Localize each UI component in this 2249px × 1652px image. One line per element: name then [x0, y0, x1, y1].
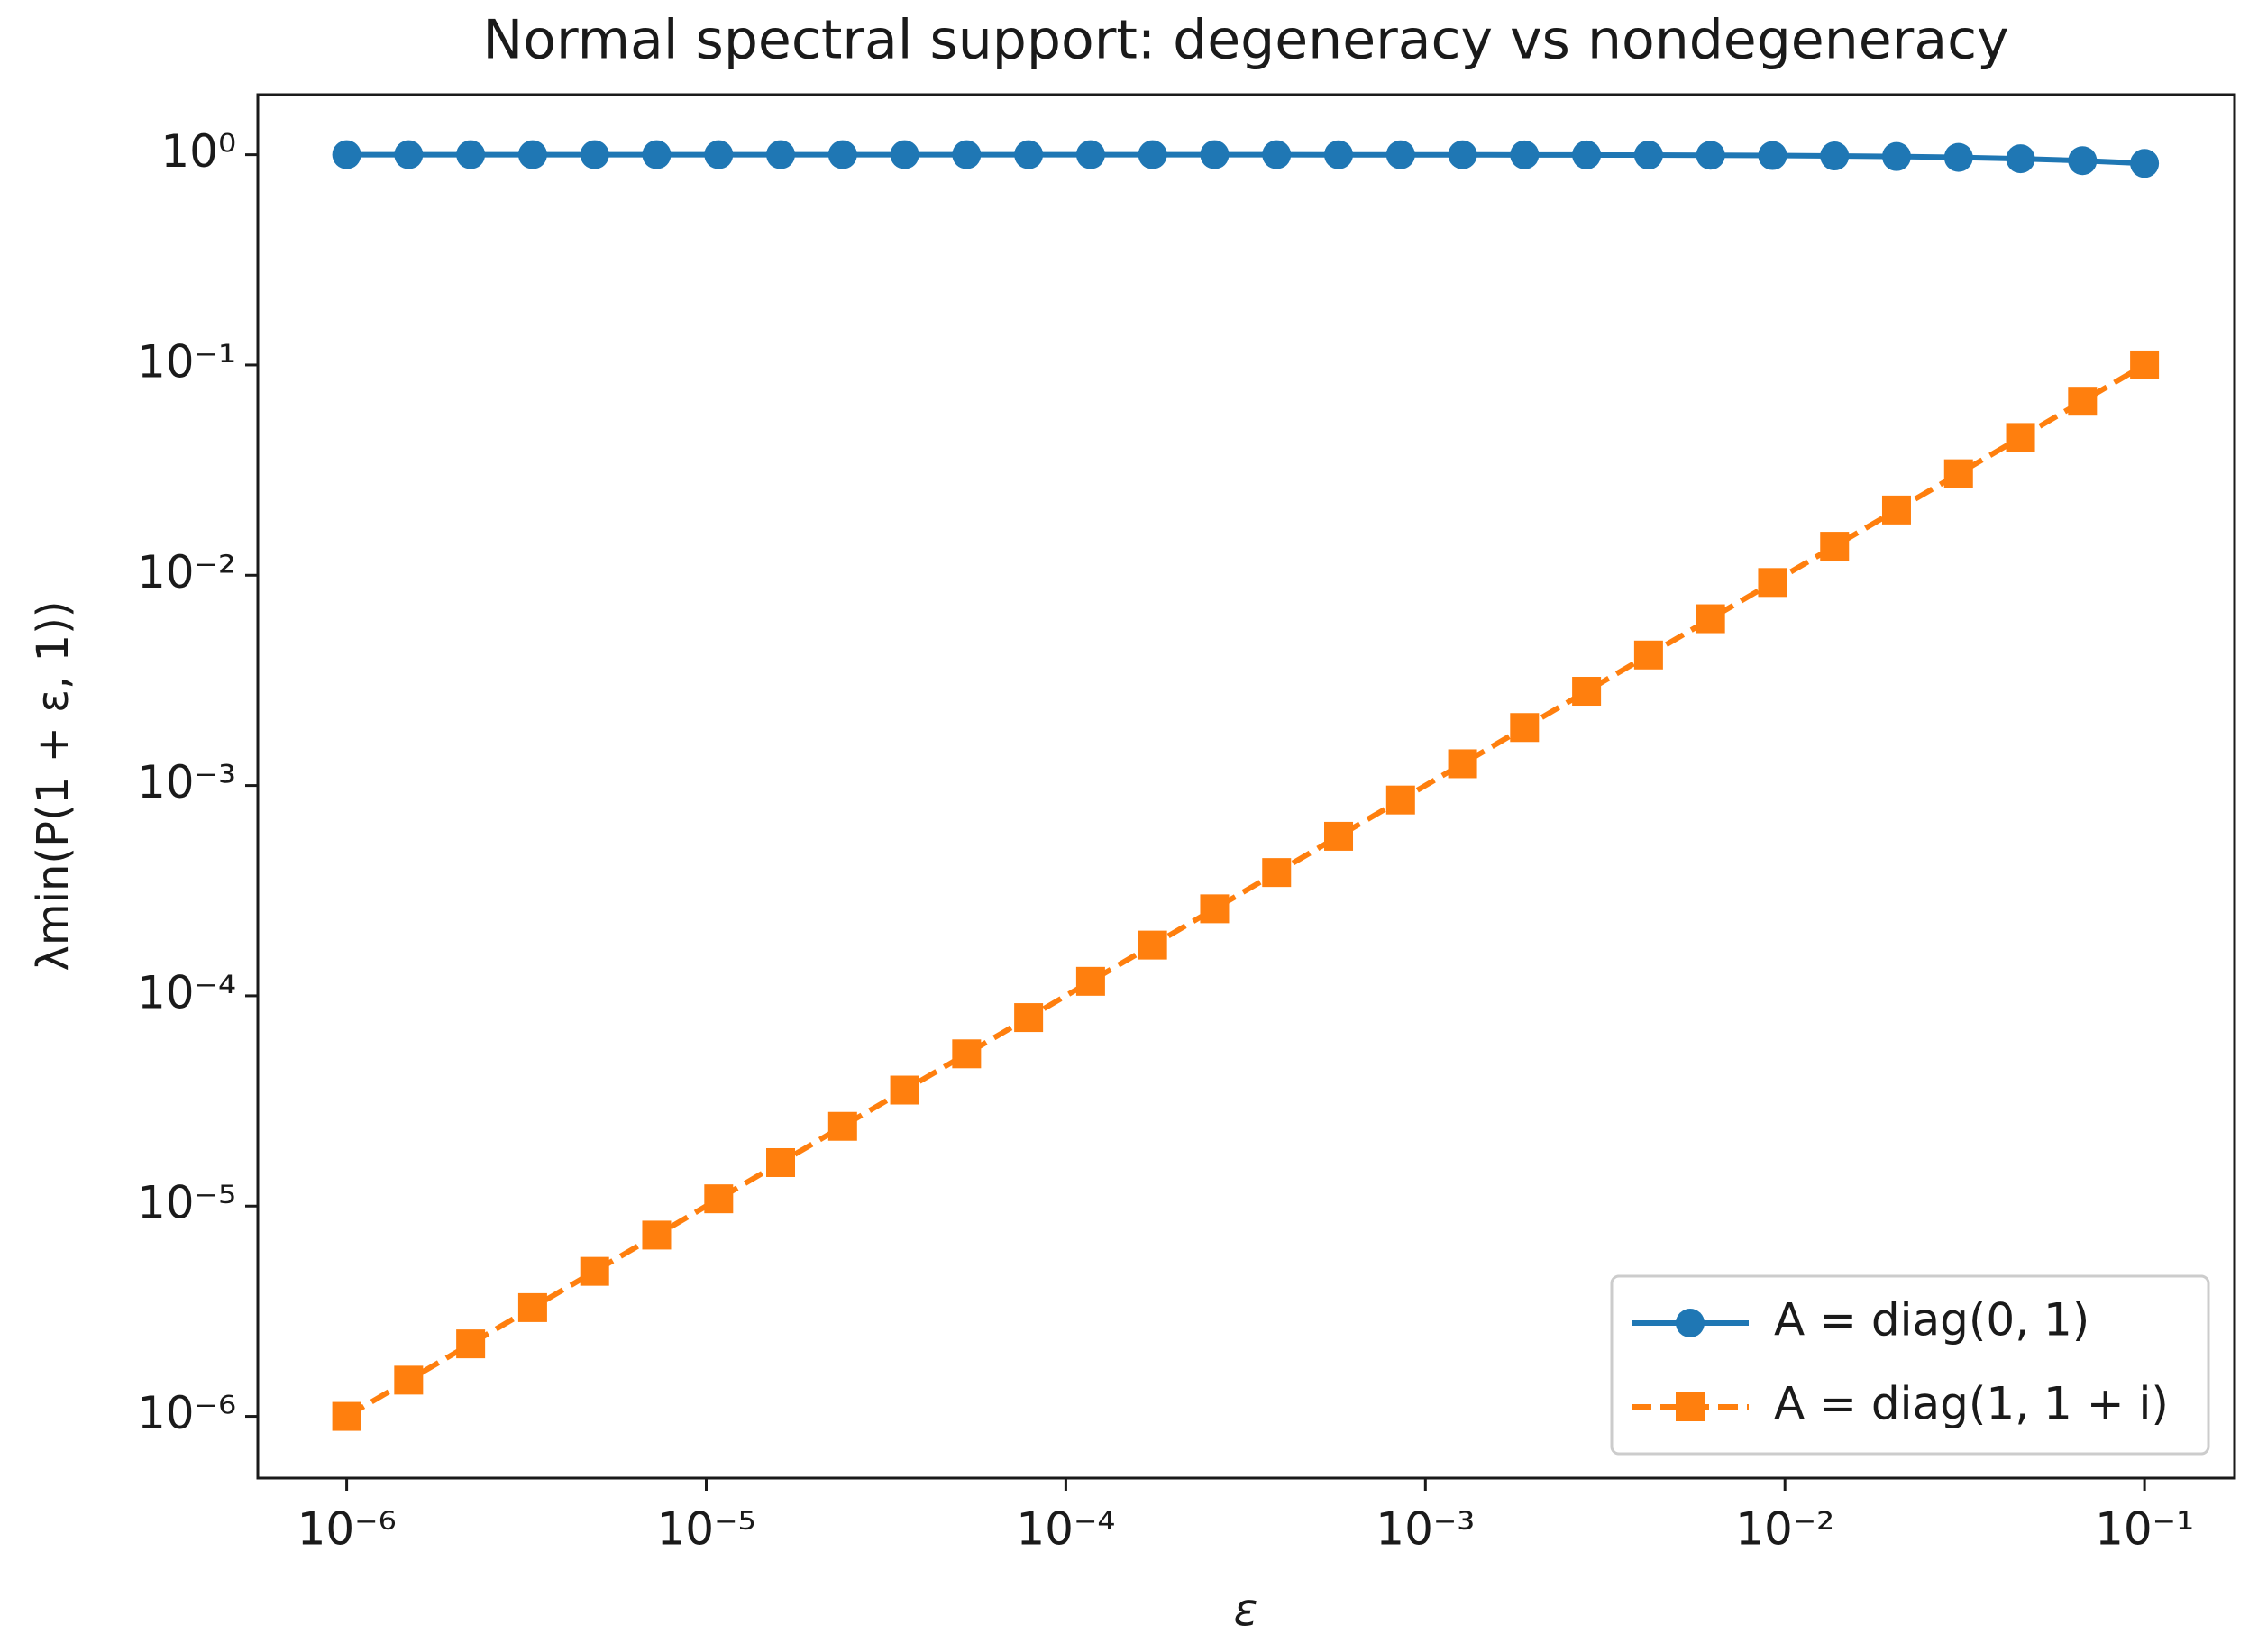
plot-frame [256, 93, 2236, 1480]
y-tick-label: 10⁻² [137, 546, 236, 598]
marker [1385, 785, 1415, 815]
marker [1696, 141, 1725, 170]
marker [517, 1292, 547, 1322]
y-tick-label: 10⁻⁴ [137, 966, 236, 1018]
marker [456, 1329, 486, 1359]
marker [1572, 677, 1602, 707]
marker [952, 1039, 982, 1069]
marker [1820, 141, 1850, 171]
marker [1014, 1003, 1044, 1033]
marker [642, 1220, 672, 1250]
y-tick-label: 10⁻⁶ [137, 1387, 236, 1439]
x-tick-label: 10⁻⁴ [1016, 1503, 1115, 1556]
x-tick-label: 10⁻⁵ [656, 1503, 755, 1556]
marker [704, 1184, 734, 1214]
y-tick-label: 10⁰ [160, 125, 236, 178]
marker [1324, 821, 1354, 851]
legend-label: A = diag(0, 1) [1774, 1294, 2089, 1346]
marker [1262, 140, 1292, 169]
marker [766, 140, 796, 169]
marker [394, 1365, 424, 1395]
marker [1881, 495, 1911, 525]
legend: A = diag(0, 1) A = diag(1, 1 + i) [1610, 1274, 2210, 1456]
legend-label: A = diag(1, 1 + i) [1774, 1378, 2169, 1430]
marker [2068, 387, 2098, 416]
marker [517, 140, 547, 169]
marker [1138, 930, 1167, 960]
marker [1510, 713, 1540, 743]
marker [1510, 140, 1540, 169]
marker [1324, 140, 1354, 169]
marker [1676, 1392, 1705, 1421]
y-axis-label: λmin(P(1 + ε, 1)) [28, 600, 78, 971]
y-tick-label: 10⁻³ [137, 756, 236, 808]
marker [1448, 749, 1477, 779]
marker [1075, 966, 1105, 996]
marker [394, 140, 424, 169]
marker [704, 140, 734, 169]
marker [1696, 604, 1725, 634]
marker [827, 1111, 857, 1141]
marker [332, 1401, 361, 1431]
marker [642, 140, 672, 169]
marker [1200, 894, 1230, 924]
marker [1943, 142, 1973, 172]
marker [766, 1147, 796, 1177]
marker [580, 1256, 609, 1286]
chart-title: Normal spectral support: degeneracy vs n… [482, 9, 2008, 72]
marker [1758, 141, 1787, 170]
marker [1014, 140, 1044, 169]
marker [1633, 141, 1663, 170]
series-line [345, 362, 2146, 1419]
x-tick-label: 10⁻³ [1376, 1503, 1475, 1556]
marker [1448, 140, 1477, 169]
marker [1943, 459, 1973, 488]
marker [1572, 140, 1602, 169]
marker [1200, 140, 1230, 169]
marker [2006, 423, 2035, 452]
x-axis-label: ε [1233, 1584, 1257, 1637]
marker [1075, 140, 1105, 169]
marker [1820, 532, 1850, 561]
marker [2006, 144, 2035, 174]
marker [456, 140, 486, 169]
marker [1385, 140, 1415, 169]
marker [580, 140, 609, 169]
marker [1758, 568, 1787, 598]
marker [1633, 640, 1663, 670]
marker [1138, 140, 1167, 169]
marker [1881, 141, 1911, 171]
marker [952, 140, 982, 169]
x-tick-label: 10⁻¹ [2095, 1503, 2194, 1556]
marker [2068, 146, 2098, 176]
marker [890, 140, 919, 169]
series-line [346, 151, 2145, 167]
legend-box [1610, 1274, 2210, 1456]
x-tick-label: 10⁻⁶ [297, 1503, 397, 1556]
y-tick-label: 10⁻¹ [137, 335, 236, 388]
x-tick-label: 10⁻² [1735, 1503, 1834, 1556]
marker [827, 140, 857, 169]
marker [1676, 1309, 1705, 1337]
marker [2130, 149, 2160, 178]
marker [332, 140, 361, 169]
y-tick-label: 10⁻⁵ [137, 1177, 236, 1229]
marker [1262, 858, 1292, 888]
marker [2130, 350, 2160, 379]
marker [890, 1075, 919, 1105]
